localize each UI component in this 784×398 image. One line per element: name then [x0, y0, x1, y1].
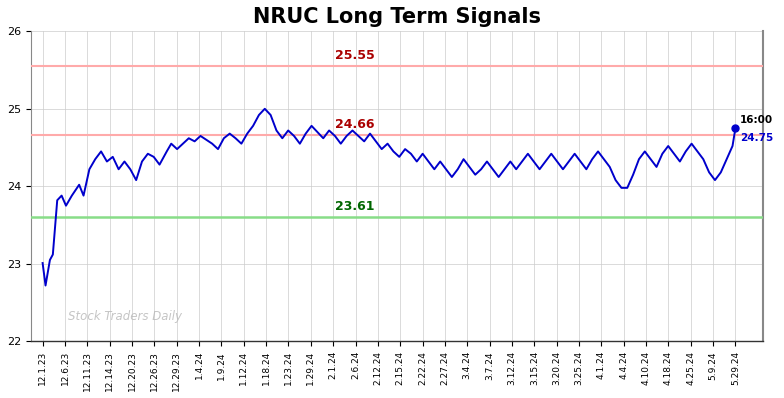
Text: 23.61: 23.61 — [335, 200, 374, 213]
Text: Stock Traders Daily: Stock Traders Daily — [67, 310, 182, 323]
Title: NRUC Long Term Signals: NRUC Long Term Signals — [253, 7, 541, 27]
Text: 24.66: 24.66 — [335, 118, 374, 131]
Text: 25.55: 25.55 — [335, 49, 374, 62]
Text: 24.75: 24.75 — [740, 133, 773, 143]
Text: 16:00: 16:00 — [740, 115, 773, 125]
